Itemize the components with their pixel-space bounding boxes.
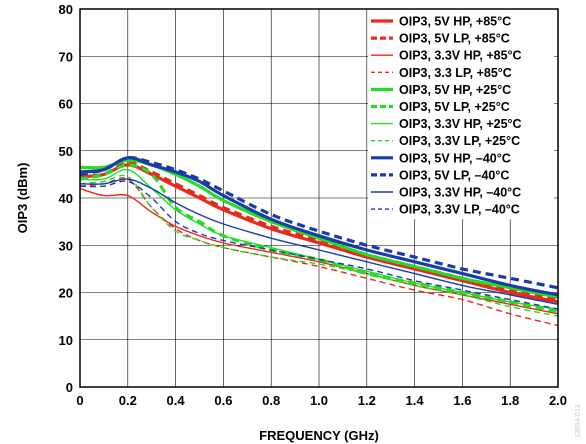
- x-tick-label: 0.2: [119, 393, 137, 408]
- x-tick-label: 0: [76, 393, 83, 408]
- figure-code: 13094-013: [575, 404, 582, 438]
- legend: OIP3, 5V HP, +85°C OIP3, 5V LP, +85°C OIP3…: [368, 10, 554, 220]
- x-tick-label: 0.4: [167, 393, 186, 408]
- y-tick-label: 50: [59, 144, 73, 159]
- y-tick-label: 80: [59, 2, 73, 17]
- legend-entry-label: OIP3, 5V LP, +25°C: [399, 100, 510, 114]
- legend-entry-label: OIP3, 3.3V HP, +25°C: [399, 117, 522, 131]
- legend-background: [368, 10, 554, 220]
- legend-entry-label: OIP3, 5V LP, +85°C: [399, 32, 510, 46]
- legend-entry-label: OIP3, 3.3 LP, +85°C: [399, 66, 512, 80]
- legend-entry-label: OIP3, 3.3V LP, +25°C: [399, 134, 520, 148]
- legend-entry-label: OIP3, 5V HP, +25°C: [399, 83, 511, 97]
- x-tick-label: 0.6: [214, 393, 232, 408]
- y-tick-label: 0: [66, 380, 73, 395]
- x-tick-label: 0.8: [262, 393, 280, 408]
- y-axis-label: OIP3 (dBm): [15, 163, 30, 234]
- y-tick-label: 70: [59, 49, 73, 64]
- y-tick-label: 20: [59, 286, 73, 301]
- x-tick-label: 1.6: [453, 393, 471, 408]
- y-tick-label: 30: [59, 238, 73, 253]
- y-tick-label: 10: [59, 333, 73, 348]
- legend-entry-label: OIP3, 5V LP, –40°C: [399, 168, 509, 182]
- series-line-10: [79, 156, 559, 290]
- series-line-7: [79, 168, 559, 310]
- x-tick-label: 2.0: [549, 393, 567, 408]
- legend-entry-label: OIP3, 3.3V HP, –40°C: [399, 186, 521, 200]
- series-group: [79, 156, 559, 327]
- x-tick-label: 1.0: [310, 393, 328, 408]
- x-axis-label: FREQUENCY (GHz): [259, 428, 379, 443]
- tick-labels: 0 0.2 0.4 0.6 0.8 1.0 1.2 1.4 1.6 1.8 2.0 0 10 20 30 40…: [59, 2, 568, 408]
- plot-frame: [79, 8, 559, 388]
- y-tick-label: 60: [59, 97, 73, 112]
- series-line-11: [79, 178, 559, 305]
- series-line-2: [79, 161, 559, 302]
- legend-entry-label: OIP3, 5V HP, –40°C: [399, 151, 511, 165]
- legend-entry-label: OIP3, 3.3V HP, +85°C: [399, 49, 522, 63]
- series-line-8: [79, 174, 559, 317]
- series-line-12: [79, 180, 559, 310]
- x-tick-label: 1.4: [406, 393, 425, 408]
- x-tick-label: 1.2: [358, 393, 376, 408]
- x-tick-label: 1.8: [501, 393, 519, 408]
- series-line-5: [79, 158, 559, 299]
- series-line-6: [79, 163, 559, 313]
- y-tick-label: 40: [59, 191, 73, 206]
- legend-entry-label: OIP3, 3.3V LP, –40°C: [399, 203, 520, 217]
- legend-entry-label: OIP3, 5V HP, +85°C: [399, 15, 511, 29]
